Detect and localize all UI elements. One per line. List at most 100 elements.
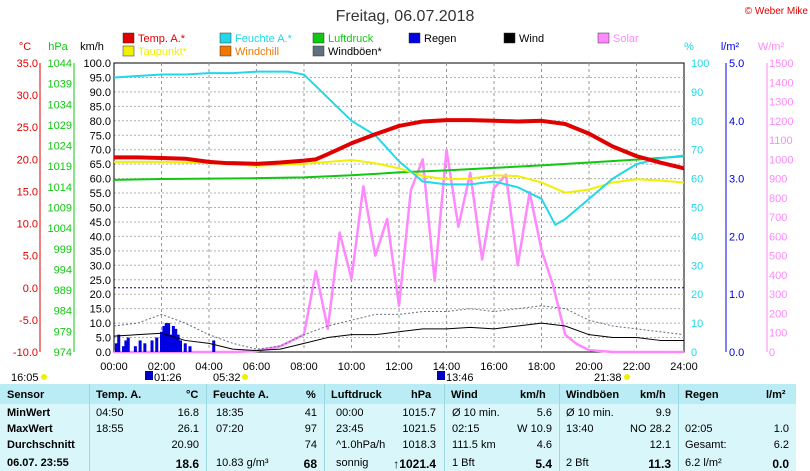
rain-bar xyxy=(160,331,163,352)
tick-solar: 800 xyxy=(769,193,787,205)
hdr-gust-unit: km/h xyxy=(640,389,666,401)
table-cell-wind-t: 111.5 km xyxy=(452,439,496,451)
hdr-temp: Temp. A. xyxy=(96,389,142,401)
wind-max-marker-icon xyxy=(145,371,153,380)
tick-x: 10:00 xyxy=(338,361,366,373)
tick-celsius: 25.0 xyxy=(17,122,38,134)
table-cell-label: MaxWert xyxy=(7,423,53,435)
rain-bar xyxy=(138,340,142,352)
rain-bar xyxy=(176,334,180,352)
table-cell-hum-t: 18:35 xyxy=(216,407,244,419)
table-cell-gust-v: 9.9 xyxy=(655,407,671,419)
tick-kmh: 40.0 xyxy=(90,231,111,243)
tick-x: 06:00 xyxy=(243,361,271,373)
series-line-feuchte-a xyxy=(113,70,685,226)
marker-sunset: 21:38 xyxy=(594,372,622,384)
legend-swatch xyxy=(503,32,516,44)
tick-solar: 1100 xyxy=(769,135,793,147)
marker-wind-max: 01:26 xyxy=(154,372,182,384)
tick-kmh: 60.0 xyxy=(90,174,111,186)
table-cell-hum-v: 74 xyxy=(304,439,317,451)
table-cell-label: 06.07. 23:55 xyxy=(7,457,69,469)
legend-label: Windböen* xyxy=(328,46,383,58)
tick-percent: 30 xyxy=(691,260,703,272)
marker-current-time: 16:05 xyxy=(11,372,39,384)
series-line-wind xyxy=(113,322,684,352)
table-cell-wind-v: W 10.9 xyxy=(517,423,552,435)
tick-x: 14:00 xyxy=(433,361,461,373)
tick-hpa: 1039 xyxy=(48,79,72,91)
solar-max-marker-icon xyxy=(437,371,445,380)
rain-bar xyxy=(167,323,171,352)
tick-hpa: 1014 xyxy=(48,182,72,194)
table-cell-wind-t: 1 Bft xyxy=(452,457,475,469)
tick-hpa: 1024 xyxy=(48,141,72,153)
table-cell-press-t: sonnig xyxy=(336,457,369,469)
tick-solar: 600 xyxy=(769,231,787,243)
marker-sunrise: 05:32 xyxy=(213,372,241,384)
series-line-windb-en xyxy=(113,305,685,350)
tick-solar: 1300 xyxy=(769,97,793,109)
tick-kmh: 25.0 xyxy=(90,275,111,287)
table-cell-wind-v: 5.4 xyxy=(535,457,552,471)
tick-celsius: -5.0 xyxy=(19,315,38,327)
tick-percent: 100 xyxy=(691,58,709,70)
tick-celsius: 30.0 xyxy=(17,90,38,102)
legend-swatch xyxy=(219,45,232,57)
tick-percent: 10 xyxy=(691,318,703,330)
tick-celsius: 15.0 xyxy=(17,186,38,198)
tick-kmh: 100.0 xyxy=(83,58,111,70)
tick-hpa: 994 xyxy=(54,264,72,276)
tick-kmh: 35.0 xyxy=(90,246,111,258)
unit-percent-label: % xyxy=(684,41,694,53)
table-cell-temp-v: 18.6 xyxy=(175,457,199,471)
legend-label: Luftdruck xyxy=(328,33,374,45)
tick-x: 04:00 xyxy=(195,361,223,373)
rain-bar xyxy=(162,325,166,352)
rain-bar xyxy=(117,334,121,352)
table-cell-rain-t: 6.2 l/m² xyxy=(685,457,722,469)
hdr-rain-unit: l/m² xyxy=(766,389,786,401)
tick-percent: 90 xyxy=(691,87,703,99)
tick-celsius: 10.0 xyxy=(17,219,38,231)
tick-kmh: 90.0 xyxy=(90,87,111,99)
tick-hpa: 1029 xyxy=(48,120,72,132)
hdr-pressure-unit: hPa xyxy=(411,389,432,401)
hdr-sensor: Sensor xyxy=(7,389,45,401)
tick-percent: 80 xyxy=(691,116,703,128)
rain-bar xyxy=(114,343,118,352)
tick-x: 00:00 xyxy=(100,361,128,373)
tick-kmh: 15.0 xyxy=(90,304,111,316)
tick-kmh: 85.0 xyxy=(90,101,111,113)
tick-celsius: 35.0 xyxy=(17,58,38,70)
table-cell-wind-t: Ø 10 min. xyxy=(452,407,500,419)
tick-kmh: 55.0 xyxy=(90,188,111,200)
tick-solar: 900 xyxy=(769,174,787,186)
table-cell-wind-v: 5.6 xyxy=(536,407,552,419)
tick-hpa: 1009 xyxy=(48,203,72,215)
rain-bar xyxy=(179,340,182,352)
rain-bar xyxy=(155,337,159,352)
tick-solar: 1500 xyxy=(769,58,793,70)
tick-rain: 5.0 xyxy=(729,58,744,70)
tick-hpa: 1044 xyxy=(48,58,72,70)
tick-kmh: 75.0 xyxy=(90,130,111,142)
rain-bar xyxy=(133,346,137,352)
series-line-luftdruck xyxy=(113,155,685,181)
table-cell-press-t: 00:00 xyxy=(336,407,364,419)
tick-rain: 4.0 xyxy=(729,116,744,128)
tick-hpa: 1004 xyxy=(48,223,72,235)
tick-solar: 400 xyxy=(769,270,787,282)
legend-label: Wind xyxy=(519,33,544,45)
series-line-taupunkt xyxy=(114,158,685,194)
rain-bar xyxy=(150,340,154,352)
axis-unit-labels: °C hPa km/h % l/m² W/m² xyxy=(19,41,785,53)
tick-kmh: 30.0 xyxy=(90,260,111,272)
unit-rain-label: l/m² xyxy=(721,41,740,53)
table-cell-temp-v: 16.8 xyxy=(177,407,199,419)
tick-solar: 500 xyxy=(769,251,787,263)
tick-hpa: 989 xyxy=(54,285,72,297)
tick-solar: 1400 xyxy=(769,77,793,89)
table-cell-wind-v: 4.6 xyxy=(536,439,552,451)
rain-bar xyxy=(183,343,187,352)
